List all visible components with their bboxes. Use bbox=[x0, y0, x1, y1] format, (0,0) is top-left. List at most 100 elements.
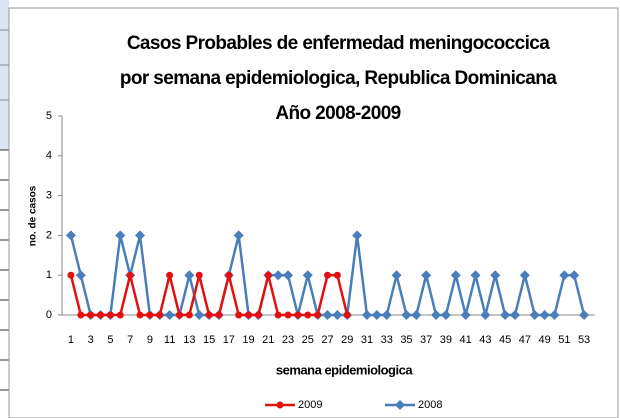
x-tick-label: 47 bbox=[519, 334, 531, 346]
y-tick-label: 4 bbox=[46, 150, 52, 162]
x-tick-label: 27 bbox=[321, 334, 333, 346]
point bbox=[302, 270, 313, 281]
point bbox=[194, 310, 205, 320]
legend-label: 2009 bbox=[298, 399, 322, 411]
x-tick-label: 9 bbox=[147, 334, 153, 346]
x-tick-label: 31 bbox=[361, 334, 373, 346]
point bbox=[509, 310, 520, 320]
point bbox=[135, 230, 146, 241]
point bbox=[156, 311, 164, 319]
point bbox=[274, 311, 282, 319]
x-tick-label: 17 bbox=[223, 334, 235, 346]
point bbox=[146, 311, 154, 319]
chart-title: Año 2008-2009 bbox=[275, 103, 400, 124]
x-tick-label: 13 bbox=[183, 334, 195, 346]
point bbox=[254, 311, 262, 319]
point bbox=[126, 271, 134, 279]
point bbox=[264, 271, 272, 279]
y-tick-label: 1 bbox=[46, 269, 52, 281]
point bbox=[529, 310, 540, 320]
point bbox=[233, 230, 244, 241]
x-tick-label: 23 bbox=[282, 334, 294, 346]
point bbox=[185, 311, 193, 319]
x-tick-label: 7 bbox=[127, 334, 133, 346]
point bbox=[235, 311, 243, 319]
x-tick-label: 41 bbox=[460, 334, 472, 346]
point bbox=[343, 311, 351, 319]
point bbox=[450, 270, 461, 281]
point bbox=[411, 310, 422, 320]
point bbox=[352, 230, 363, 241]
x-tick-label: 1 bbox=[68, 334, 74, 346]
point bbox=[116, 311, 124, 319]
point bbox=[401, 310, 412, 320]
x-tick-label: 19 bbox=[242, 334, 254, 346]
point bbox=[539, 310, 550, 320]
point bbox=[361, 310, 372, 320]
point bbox=[371, 310, 382, 320]
x-tick-label: 33 bbox=[381, 334, 393, 346]
point bbox=[421, 270, 432, 281]
point bbox=[225, 271, 233, 279]
x-tick-label: 37 bbox=[420, 334, 432, 346]
point bbox=[136, 311, 144, 319]
x-tick-label: 45 bbox=[499, 334, 511, 346]
point bbox=[195, 271, 203, 279]
point bbox=[322, 310, 333, 320]
x-tick-label: 39 bbox=[440, 334, 452, 346]
point bbox=[294, 311, 302, 319]
x-tick-label: 21 bbox=[262, 334, 274, 346]
point bbox=[431, 310, 442, 320]
sheet-fragment bbox=[0, 0, 9, 391]
point bbox=[283, 270, 294, 281]
point bbox=[215, 311, 223, 319]
x-tick-label: 11 bbox=[164, 334, 175, 346]
point bbox=[324, 271, 331, 279]
point bbox=[440, 310, 451, 320]
x-tick-label: 49 bbox=[538, 334, 550, 346]
point bbox=[332, 310, 343, 320]
x-tick-label: 43 bbox=[479, 334, 491, 346]
point bbox=[314, 311, 322, 319]
point bbox=[579, 310, 590, 320]
point bbox=[381, 310, 392, 320]
legend-marker bbox=[276, 401, 284, 409]
point bbox=[67, 271, 75, 279]
point bbox=[175, 311, 183, 319]
point bbox=[460, 310, 471, 320]
point bbox=[391, 270, 402, 281]
point bbox=[164, 310, 175, 320]
legend-label: 2008 bbox=[418, 399, 442, 411]
point bbox=[115, 230, 126, 241]
point bbox=[470, 270, 481, 281]
point bbox=[500, 310, 511, 320]
point bbox=[480, 310, 491, 320]
point bbox=[97, 311, 105, 319]
x-tick-label: 3 bbox=[88, 334, 94, 346]
point bbox=[519, 270, 530, 281]
chart-border bbox=[8, 7, 619, 418]
chart-title: por semana epidemiologica, Republica Dom… bbox=[120, 68, 557, 89]
point bbox=[273, 270, 284, 281]
point bbox=[569, 270, 580, 281]
point bbox=[559, 270, 570, 281]
y-tick-label: 0 bbox=[46, 309, 52, 321]
x-tick-label: 25 bbox=[302, 334, 314, 346]
y-tick-label: 5 bbox=[46, 110, 52, 122]
point bbox=[87, 311, 95, 319]
point bbox=[184, 270, 195, 281]
x-tick-label: 5 bbox=[107, 334, 113, 346]
point bbox=[333, 271, 341, 279]
point bbox=[549, 310, 560, 320]
y-axis-label: no. de casos bbox=[28, 185, 39, 246]
point bbox=[205, 311, 213, 319]
x-tick-label: 29 bbox=[341, 334, 353, 346]
point bbox=[75, 270, 86, 281]
x-tick-label: 53 bbox=[578, 334, 590, 346]
x-tick-label: 51 bbox=[558, 334, 570, 346]
point bbox=[245, 311, 253, 319]
chart-title: Casos Probables de enfermedad meningococ… bbox=[127, 33, 550, 54]
y-tick-label: 2 bbox=[46, 229, 52, 241]
